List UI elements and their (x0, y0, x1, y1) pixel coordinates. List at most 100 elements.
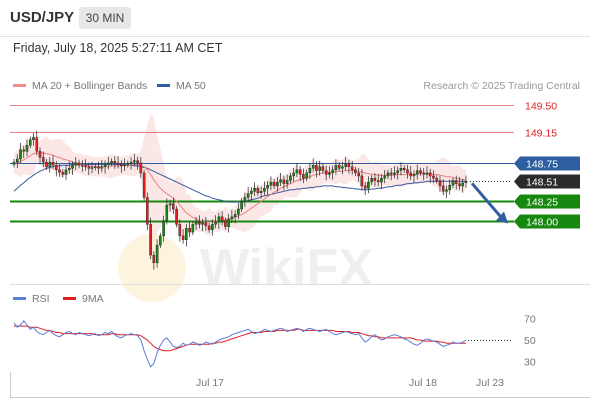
candle-body (425, 172, 429, 175)
candle-body (178, 224, 182, 237)
wikifx-watermark: WikiFX (118, 234, 373, 302)
candle-body (243, 197, 247, 202)
candle-body (74, 162, 78, 166)
candle-body (106, 162, 110, 165)
ma20-line (13, 152, 466, 223)
x-tick-label: Jul 18 (409, 377, 437, 389)
level-tag-box (514, 214, 580, 229)
candles (12, 130, 468, 270)
candle-body (393, 172, 396, 175)
candle-body (445, 189, 448, 192)
candle-body (376, 180, 380, 183)
candle-body (272, 181, 276, 187)
candle-body (155, 244, 159, 264)
candle-body (84, 165, 87, 168)
candle-body (354, 169, 357, 174)
candle-body (406, 169, 409, 174)
level-label-resistance: 149.15 (525, 128, 557, 140)
candle-body (289, 175, 292, 181)
candle-body (158, 235, 162, 246)
bollinger-band (14, 113, 466, 243)
watermark-text: WikiFX (200, 239, 373, 297)
candle-body (45, 161, 48, 167)
candle-body (328, 172, 331, 175)
level-tag-support: 148.25 (514, 194, 580, 209)
level-label-pivot: 148.75 (526, 159, 558, 171)
candle-body (22, 149, 26, 152)
level-label-support: 148.25 (526, 197, 558, 209)
timeframe-button[interactable]: 30 MIN (79, 7, 131, 29)
candle-body (12, 161, 16, 165)
candle-body (90, 167, 94, 169)
level-label-resistance: 149.50 (525, 101, 557, 113)
candle-body (77, 162, 81, 166)
candle-body (113, 161, 117, 164)
forecast-arrow-shaft (470, 182, 505, 221)
candle-body (438, 180, 442, 187)
candle-body (93, 166, 97, 168)
candle-body (259, 191, 263, 194)
ma20-label: MA 20 + Bollinger Bands (32, 80, 148, 92)
candle-body (198, 221, 201, 225)
candle-body (428, 172, 432, 177)
candle-body (58, 169, 61, 173)
candle-body (383, 175, 387, 179)
candle-body (165, 204, 169, 221)
candle-body (432, 175, 435, 179)
ma20-swatch (13, 83, 26, 87)
candle-body (32, 137, 35, 140)
candle-body (337, 164, 341, 169)
candle-body (298, 169, 302, 175)
candle-body (389, 172, 393, 175)
candle-body (266, 184, 269, 189)
candle-body (422, 172, 426, 175)
candle-body (285, 180, 289, 184)
candle-body (435, 177, 439, 181)
candle-body (129, 161, 133, 164)
candle-body (175, 208, 178, 225)
candle-body (256, 187, 260, 193)
candle-body (136, 160, 139, 164)
candle-body (80, 164, 84, 167)
ma9-swatch (63, 296, 76, 300)
candle-body (279, 179, 282, 183)
rsi-tick-label: 30 (524, 356, 536, 368)
candle-body (87, 166, 91, 169)
candle-body (132, 160, 136, 163)
rsi-swatch (13, 296, 26, 300)
rsi-ma9-line (14, 325, 466, 352)
candle-body (458, 183, 461, 187)
candle-body (145, 197, 149, 225)
candle-body (441, 185, 445, 192)
candle-body (315, 164, 318, 171)
candle-body (350, 166, 354, 170)
candle-body (71, 164, 74, 169)
candle-body (204, 222, 208, 227)
level-tag-current: 148.51 (514, 174, 580, 189)
rsi-tick-label: 70 (524, 314, 536, 326)
candle-body (139, 162, 143, 174)
candle-body (194, 221, 198, 225)
candle-body (263, 187, 266, 192)
level-tag-support: 148.00 (514, 214, 580, 229)
legend-ma50: MA 50 (157, 80, 206, 92)
candle-body (415, 170, 419, 175)
candle-body (419, 170, 422, 174)
legend-ma20: MA 20 + Bollinger Bands (13, 80, 147, 92)
level-label-current: 148.51 (526, 177, 558, 189)
rsi-label: RSI (32, 293, 50, 305)
candle-body (380, 177, 383, 183)
candle-body (38, 151, 42, 158)
candle-body (35, 137, 39, 152)
candle-body (103, 164, 107, 167)
candle-body (250, 191, 253, 194)
legend-rsi: RSI (13, 293, 50, 305)
candle-body (308, 167, 312, 173)
candle-body (448, 184, 452, 190)
candle-body (373, 177, 377, 181)
level-label-support: 148.00 (526, 217, 558, 229)
candle-body (347, 163, 351, 167)
candle-body (25, 144, 29, 152)
candle-body (402, 167, 406, 170)
